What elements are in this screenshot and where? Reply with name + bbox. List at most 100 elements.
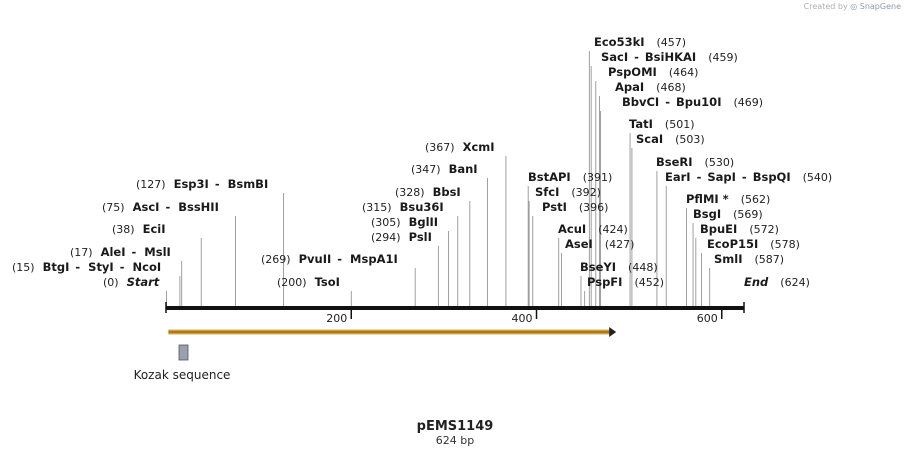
site-label[interactable]: (347) BanI (411, 162, 478, 176)
site-label[interactable]: SmlI (587) (714, 252, 784, 266)
site-label[interactable]: AcuI (424) (558, 222, 628, 236)
site-label[interactable]: (328) BbsI (395, 185, 461, 199)
site-label[interactable]: BbvCI - Bpu10I (469) (622, 95, 763, 109)
enzyme-name: EcoP15I (707, 237, 758, 251)
site-label[interactable]: ScaI (503) (636, 132, 705, 146)
site-label[interactable]: PflMI * (562) (686, 192, 770, 206)
end-position: (624) (780, 276, 810, 289)
site-label[interactable]: BstAPI (391) (528, 170, 612, 184)
site-label[interactable]: ApaI (468) (615, 80, 686, 94)
enzyme-name: BssHII (178, 200, 219, 214)
enzyme-name: SacI (601, 50, 628, 64)
enzyme-name: BbsI (433, 185, 461, 199)
site-label[interactable]: BsgI (569) (693, 207, 763, 221)
site-label[interactable]: EarI - SapI - BspQI (540) (665, 170, 832, 184)
site-position: (448) (628, 261, 658, 274)
site-label[interactable]: Eco53kI (457) (594, 35, 686, 49)
site-position: (392) (571, 186, 601, 199)
enzyme-name: AleI (101, 245, 126, 259)
enzyme-name: BseRI (656, 155, 693, 169)
site-position: (424) (598, 223, 628, 236)
site-label[interactable]: AseI (427) (565, 237, 634, 251)
enzyme-name: PspOMI (608, 65, 657, 79)
site-label[interactable]: TatI (501) (629, 117, 695, 131)
site-position: (452) (634, 276, 664, 289)
enzyme-name: SapI (707, 170, 736, 184)
site-position: (501) (665, 118, 695, 131)
enzyme-separator: - (697, 170, 702, 184)
site-label[interactable]: BseYI (448) (580, 260, 658, 274)
site-label[interactable]: (17) AleI - MslI (70, 245, 171, 259)
enzyme-name: PflMI * (686, 192, 729, 206)
site-position: (328) (395, 186, 425, 199)
site-label[interactable]: BseRI (530) (656, 155, 734, 169)
site-position: (587) (755, 253, 785, 266)
site-label[interactable]: (15) BtgI - StyI - NcoI (12, 260, 161, 274)
kozak-feature-box[interactable] (178, 344, 189, 361)
site-position: (200) (277, 276, 307, 289)
created-by-credit: Created by ◎ SnapGene (804, 2, 901, 11)
site-label[interactable]: EcoP15I (578) (707, 237, 800, 251)
enzyme-name: TsoI (315, 275, 340, 289)
site-label[interactable]: (294) PslI (371, 230, 432, 244)
orf-arrow[interactable] (168, 327, 617, 337)
enzyme-separator: - (742, 170, 747, 184)
enzyme-name: TatI (629, 117, 653, 131)
site-position: (569) (733, 208, 763, 221)
enzyme-name: Eco53kI (594, 35, 645, 49)
site-position: (459) (708, 51, 738, 64)
enzyme-name: ScaI (636, 132, 663, 146)
site-label[interactable]: (200) TsoI (277, 275, 340, 289)
site-label[interactable]: BpuEI (572) (700, 222, 779, 236)
start-position: (0) (103, 276, 119, 289)
site-position: (294) (371, 231, 401, 244)
site-label[interactable]: PstI (396) (542, 200, 608, 214)
tick-label: 600 (697, 312, 718, 325)
sequence-backbone (165, 302, 745, 313)
site-position: (457) (657, 36, 687, 49)
enzyme-name: BsmBI (228, 177, 269, 191)
enzyme-name: AscI (133, 200, 160, 214)
enzyme-name: PslI (409, 230, 432, 244)
site-position: (305) (371, 216, 401, 229)
site-labels: (15) BtgI - StyI - NcoI(17) AleI - MslI(38) EciI(… (12, 35, 832, 289)
site-position: (75) (102, 201, 125, 214)
enzyme-separator: - (665, 95, 670, 109)
enzyme-name: BstAPI (528, 170, 571, 184)
enzyme-name: ApaI (615, 80, 644, 94)
site-position: (572) (749, 223, 779, 236)
site-label[interactable]: PspFI (452) (587, 275, 664, 289)
enzyme-name: NcoI (133, 260, 162, 274)
enzyme-name: SmlI (714, 252, 743, 266)
site-label[interactable]: (127) Esp3I - BsmBI (136, 177, 268, 191)
tick-label: 400 (512, 312, 533, 325)
plasmid-name: pEMS1149 (417, 419, 494, 434)
site-label[interactable]: PspOMI (464) (608, 65, 698, 79)
site-label[interactable]: (269) PvuII - MspA1I (261, 252, 398, 266)
enzyme-separator: - (215, 177, 220, 191)
site-position: (38) (112, 223, 135, 236)
end-label: End (624) (744, 275, 810, 289)
site-label[interactable]: (38) EciI (112, 222, 166, 236)
site-position: (269) (261, 253, 291, 266)
plasmid-length: 624 bp (436, 434, 474, 447)
enzyme-separator: - (634, 50, 639, 64)
enzyme-name: Bsu36I (400, 200, 444, 214)
enzyme-name: Esp3I (174, 177, 209, 191)
enzyme-separator: - (120, 260, 125, 274)
site-position: (503) (675, 133, 705, 146)
site-label[interactable]: (367) XcmI (425, 140, 495, 154)
site-label[interactable]: (75) AscI - BssHII (102, 200, 219, 214)
site-label[interactable]: SacI - BsiHKAI (459) (601, 50, 738, 64)
site-position: (427) (605, 238, 635, 251)
site-label[interactable]: (305) BglII (371, 215, 438, 229)
site-position: (530) (705, 156, 735, 169)
enzyme-name: PvuII (299, 252, 332, 266)
site-label[interactable]: (315) Bsu36I (362, 200, 444, 214)
enzyme-name: BsiHKAI (645, 50, 696, 64)
site-label[interactable]: SfcI (392) (535, 185, 601, 199)
site-position: (469) (733, 96, 763, 109)
enzyme-name: PspFI (587, 275, 622, 289)
enzyme-name: MslI (144, 245, 171, 259)
